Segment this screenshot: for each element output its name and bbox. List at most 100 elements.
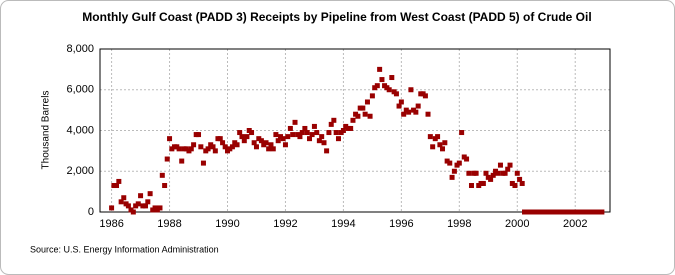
point — [362, 111, 368, 117]
point — [292, 119, 298, 125]
point — [285, 134, 291, 140]
point — [200, 160, 206, 166]
point — [179, 158, 185, 164]
y-tick-label: 0 — [88, 206, 94, 218]
point — [302, 125, 308, 131]
point — [430, 144, 436, 150]
point — [167, 136, 173, 142]
point — [114, 183, 120, 189]
point — [505, 166, 511, 172]
point — [456, 160, 462, 166]
point — [589, 209, 595, 215]
point — [364, 99, 370, 105]
point — [309, 132, 315, 138]
point — [437, 142, 443, 148]
point — [483, 170, 489, 176]
point — [519, 180, 525, 186]
point — [473, 170, 479, 176]
point — [567, 209, 573, 215]
point — [396, 103, 402, 109]
point — [111, 183, 117, 189]
point — [495, 170, 501, 176]
point — [140, 203, 146, 209]
point — [340, 128, 346, 133]
point — [258, 138, 264, 144]
point — [435, 134, 441, 140]
point — [524, 209, 530, 215]
point — [176, 146, 182, 152]
point — [311, 123, 317, 129]
point — [263, 140, 269, 146]
point — [220, 140, 226, 146]
point — [350, 117, 356, 123]
point — [514, 170, 520, 176]
point — [398, 99, 404, 105]
point — [227, 146, 233, 152]
x-tick-label: 1986 — [99, 218, 123, 230]
y-tick-label: 6,000 — [66, 84, 94, 96]
point — [393, 91, 399, 97]
point — [319, 134, 325, 140]
point — [229, 144, 235, 150]
point — [413, 109, 419, 115]
y-tick-label: 2,000 — [66, 165, 94, 177]
point — [507, 162, 513, 168]
point — [249, 130, 255, 136]
point — [451, 168, 457, 174]
point — [234, 142, 240, 148]
point — [374, 83, 380, 89]
point — [147, 191, 153, 197]
point — [369, 93, 375, 99]
point — [348, 125, 354, 131]
point — [133, 203, 139, 209]
point — [575, 209, 581, 215]
x-tick-label: 1988 — [157, 218, 181, 230]
x-tick-label: 1992 — [273, 218, 297, 230]
point — [546, 209, 552, 215]
point — [278, 134, 284, 140]
point — [509, 180, 515, 186]
point — [324, 148, 330, 154]
point — [517, 176, 523, 182]
point — [210, 144, 216, 150]
point — [256, 136, 262, 142]
point — [335, 136, 341, 142]
point — [415, 103, 421, 109]
point — [440, 146, 446, 152]
point — [282, 142, 288, 148]
point — [326, 130, 332, 136]
point — [157, 205, 163, 211]
point — [331, 117, 337, 123]
point — [116, 178, 122, 184]
point — [367, 113, 373, 119]
point — [328, 121, 334, 127]
point — [273, 132, 279, 138]
x-tick-label: 2000 — [505, 218, 529, 230]
point — [244, 134, 250, 140]
point — [164, 156, 170, 162]
point — [297, 134, 303, 140]
point — [599, 209, 605, 215]
point — [268, 142, 274, 148]
point — [162, 183, 168, 189]
point — [466, 170, 472, 176]
point — [596, 209, 602, 215]
point — [217, 136, 223, 142]
point — [512, 183, 518, 189]
point — [299, 130, 305, 136]
point — [314, 130, 320, 136]
point — [290, 132, 296, 138]
point — [321, 140, 327, 146]
point — [372, 85, 378, 91]
point — [401, 111, 407, 117]
point — [333, 130, 339, 136]
point — [464, 156, 470, 162]
point — [531, 209, 537, 215]
x-tick-label: 1994 — [331, 218, 355, 230]
point — [422, 93, 428, 99]
point — [145, 199, 151, 205]
plot-frame — [99, 48, 611, 213]
point — [196, 132, 202, 138]
